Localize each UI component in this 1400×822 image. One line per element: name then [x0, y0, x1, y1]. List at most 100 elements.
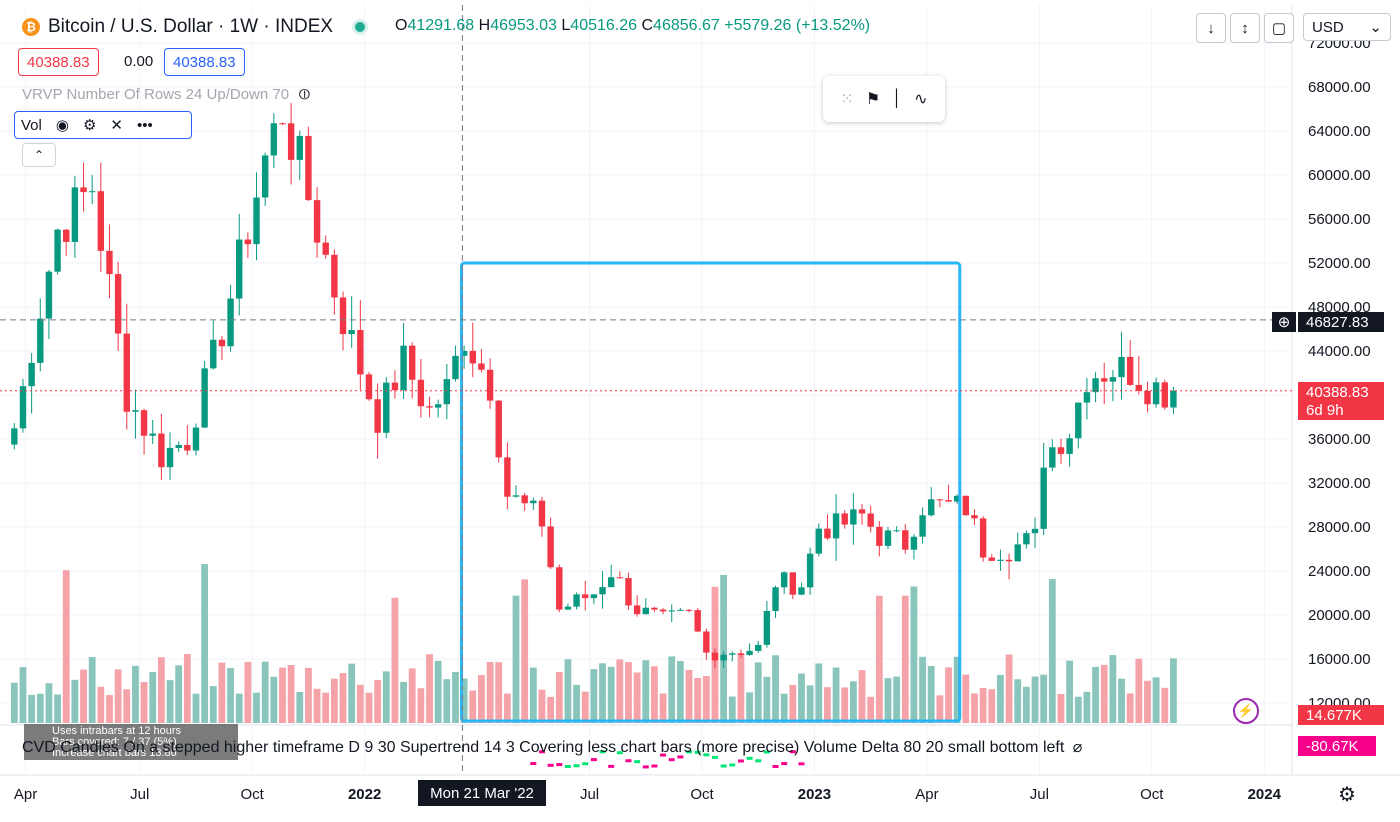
drag-handle-icon[interactable]: ⁙ — [840, 91, 854, 108]
candle — [746, 650, 753, 655]
volume-bar — [434, 660, 442, 723]
drawing-toolbar[interactable]: ⁙ ⚑ │ ∿ — [823, 76, 945, 122]
candle — [962, 495, 970, 516]
bitcoin-icon: ₿ — [22, 18, 40, 36]
volume-value-tag: 14.677K — [1298, 705, 1384, 725]
cvd-candle — [772, 764, 779, 768]
volume-bar — [1066, 660, 1074, 723]
candle — [322, 242, 329, 255]
candle — [495, 400, 502, 458]
currency-select[interactable]: USD ⌄ — [1303, 13, 1391, 41]
candle — [45, 271, 53, 319]
candle — [547, 526, 554, 568]
candle — [218, 339, 226, 347]
lightning-icon[interactable]: ⚡ — [1233, 698, 1259, 724]
cvd-candle — [616, 751, 623, 755]
sell-price-button[interactable]: 40388.83 — [18, 48, 99, 76]
close-icon[interactable]: ✕ — [110, 117, 123, 134]
cvd-candle — [608, 764, 615, 768]
symbol-title[interactable]: Bitcoin / U.S. Dollar · 1W · INDEX — [48, 16, 334, 37]
volume-bar — [676, 660, 684, 723]
candle — [452, 355, 459, 380]
volume-bar — [71, 679, 79, 723]
volume-bar — [651, 666, 658, 723]
cvd-candle — [573, 764, 580, 768]
candle — [729, 653, 736, 655]
add-alert-icon[interactable]: ⊕ — [1272, 312, 1296, 332]
candle — [521, 495, 528, 504]
volume-bar — [97, 686, 105, 723]
candle — [919, 515, 926, 537]
candle — [867, 513, 874, 527]
y-tick-label: 24000.00 — [1308, 563, 1371, 580]
volume-bar — [763, 676, 771, 723]
x-tick-label: 2023 — [798, 786, 831, 803]
cvd-indicator-legend[interactable]: CVD Candles On a stepped higher timefram… — [22, 737, 1082, 757]
candle — [564, 606, 572, 610]
volume-indicator-legend[interactable]: Vol ◉ ⚙ ✕ ••• — [14, 111, 192, 139]
vrvp-indicator-label[interactable]: VRVP Number Of Rows 24 Up/Down 70 ⦶ — [22, 86, 311, 103]
cvd-candle — [755, 759, 762, 763]
volume-bar — [754, 662, 762, 723]
cvd-candle — [798, 762, 805, 766]
market-status-icon — [355, 22, 366, 32]
fullscreen-icon[interactable]: ▢ — [1264, 13, 1294, 43]
candle — [270, 123, 278, 156]
volume-bar — [322, 692, 330, 723]
candle — [305, 135, 312, 201]
candle — [236, 239, 243, 299]
symbol-header[interactable]: ₿ Bitcoin / U.S. Dollar · 1W · INDEX — [22, 14, 366, 40]
candle — [80, 187, 87, 193]
volume-bar — [218, 662, 226, 723]
x-tick-label: 2024 — [1248, 786, 1282, 803]
hidden-icon[interactable]: ⌀ — [1072, 739, 1083, 756]
volume-bar — [166, 680, 174, 723]
volume-bar — [555, 671, 563, 723]
volume-bar — [227, 668, 234, 723]
elliott-wave-icon[interactable]: ∿ — [914, 91, 928, 108]
cvd-candle — [711, 755, 718, 759]
cvd-candle — [660, 753, 667, 757]
candle — [175, 444, 182, 448]
buy-price-button[interactable]: 40388.83 — [164, 48, 245, 76]
candle — [711, 652, 719, 661]
volume-bar — [1144, 680, 1151, 723]
candle — [850, 509, 857, 525]
volume-bar — [149, 672, 157, 723]
flag-pole-icon[interactable]: ⚑ — [865, 91, 881, 108]
highlight-rectangle — [460, 261, 962, 723]
volume-bar — [106, 695, 113, 723]
cvd-candle — [789, 750, 796, 754]
settings-gear-icon[interactable]: ⚙ — [1338, 784, 1356, 806]
volume-bar — [486, 661, 494, 723]
candle — [1049, 447, 1056, 468]
collapse-icon[interactable]: ↕ — [1230, 13, 1260, 43]
collapse-legend-button[interactable]: ⌃ — [22, 143, 56, 167]
volume-bar — [529, 667, 537, 723]
volume-bar — [28, 694, 36, 723]
y-tick-label: 48000.00 — [1308, 299, 1371, 316]
volume-bar — [780, 693, 788, 723]
candle — [590, 594, 598, 599]
candle — [365, 374, 373, 400]
eye-icon[interactable]: ◉ — [55, 117, 69, 134]
candle — [19, 386, 27, 429]
cvd-candle — [599, 750, 606, 754]
volume-bar — [19, 667, 27, 723]
candle — [434, 404, 442, 408]
volume-bar — [979, 687, 987, 723]
volume-bar — [270, 676, 278, 723]
candle — [798, 587, 805, 595]
volume-bar — [936, 695, 944, 723]
more-icon[interactable]: ••• — [136, 116, 153, 134]
hidden-eye-icon[interactable]: ⦶ — [299, 86, 311, 103]
arrow-down-icon[interactable]: ↓ — [1196, 13, 1226, 43]
candle — [279, 123, 286, 125]
gear-icon[interactable]: ⚙ — [82, 117, 97, 134]
candle — [313, 200, 321, 243]
cvd-candle — [677, 755, 684, 759]
candle — [1161, 382, 1168, 408]
volume-bar — [426, 654, 433, 723]
pin-icon[interactable]: │ — [892, 90, 903, 107]
